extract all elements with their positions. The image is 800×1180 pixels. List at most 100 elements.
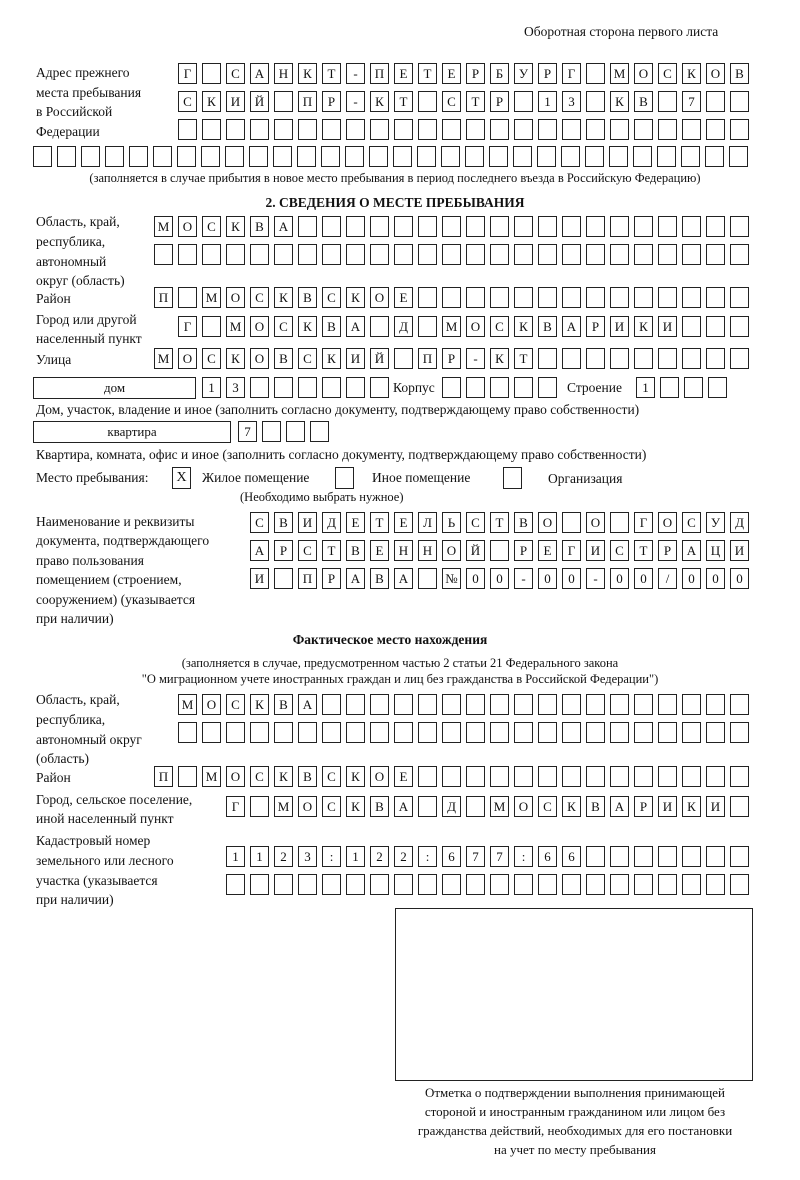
char-cell[interactable]: И bbox=[586, 540, 605, 561]
char-cell[interactable] bbox=[490, 874, 509, 895]
char-cell[interactable] bbox=[202, 316, 221, 337]
char-cell[interactable]: В bbox=[298, 766, 317, 787]
char-cell[interactable]: В bbox=[634, 91, 653, 112]
char-cell[interactable] bbox=[442, 244, 461, 265]
char-cell[interactable] bbox=[682, 722, 701, 743]
char-cell[interactable] bbox=[153, 146, 172, 167]
char-cell[interactable]: К bbox=[514, 316, 533, 337]
char-cell[interactable] bbox=[658, 846, 677, 867]
char-cell[interactable]: П bbox=[154, 766, 173, 787]
char-cell[interactable] bbox=[250, 796, 269, 817]
char-cell[interactable]: Р bbox=[466, 63, 485, 84]
char-cell[interactable] bbox=[442, 874, 461, 895]
char-cell[interactable] bbox=[610, 244, 629, 265]
char-cell[interactable]: А bbox=[394, 568, 413, 589]
char-cell[interactable] bbox=[321, 146, 340, 167]
char-cell[interactable] bbox=[706, 287, 725, 308]
char-cell[interactable] bbox=[322, 722, 341, 743]
char-cell[interactable] bbox=[33, 146, 52, 167]
char-cell[interactable] bbox=[514, 766, 533, 787]
char-cell[interactable] bbox=[178, 119, 197, 140]
char-cell[interactable]: В bbox=[730, 63, 749, 84]
char-cell[interactable] bbox=[274, 91, 293, 112]
char-cell[interactable]: Ь bbox=[442, 512, 461, 533]
char-cell[interactable] bbox=[634, 874, 653, 895]
char-cell[interactable]: И bbox=[658, 796, 677, 817]
char-cell[interactable]: О bbox=[178, 348, 197, 369]
char-cell[interactable]: К bbox=[274, 287, 293, 308]
char-cell[interactable] bbox=[730, 244, 749, 265]
char-cell[interactable] bbox=[393, 146, 412, 167]
char-cell[interactable] bbox=[370, 216, 389, 237]
char-cell[interactable]: И bbox=[658, 316, 677, 337]
char-cell[interactable] bbox=[418, 244, 437, 265]
char-cell[interactable]: 0 bbox=[610, 568, 629, 589]
char-cell[interactable] bbox=[466, 287, 485, 308]
char-cell[interactable]: - bbox=[346, 91, 365, 112]
char-cell[interactable] bbox=[274, 722, 293, 743]
char-cell[interactable] bbox=[490, 694, 509, 715]
char-cell[interactable] bbox=[682, 119, 701, 140]
char-cell[interactable] bbox=[586, 244, 605, 265]
char-cell[interactable]: 2 bbox=[394, 846, 413, 867]
char-cell[interactable]: К bbox=[346, 796, 365, 817]
char-cell[interactable]: Т bbox=[514, 348, 533, 369]
char-cell[interactable] bbox=[562, 244, 581, 265]
char-cell[interactable] bbox=[418, 568, 437, 589]
char-cell[interactable]: М bbox=[154, 348, 173, 369]
char-cell[interactable] bbox=[586, 722, 605, 743]
char-cell[interactable] bbox=[346, 722, 365, 743]
char-cell[interactable] bbox=[370, 244, 389, 265]
char-cell[interactable] bbox=[417, 146, 436, 167]
char-cell[interactable]: 3 bbox=[562, 91, 581, 112]
char-cell[interactable] bbox=[730, 722, 749, 743]
char-cell[interactable] bbox=[274, 874, 293, 895]
char-cell[interactable]: 0 bbox=[466, 568, 485, 589]
char-cell[interactable] bbox=[706, 348, 725, 369]
char-cell[interactable]: С bbox=[202, 216, 221, 237]
char-cell[interactable] bbox=[610, 119, 629, 140]
char-cell[interactable] bbox=[706, 766, 725, 787]
char-cell[interactable] bbox=[658, 766, 677, 787]
char-cell[interactable] bbox=[418, 766, 437, 787]
char-cell[interactable]: В bbox=[370, 796, 389, 817]
char-cell[interactable]: 1 bbox=[538, 91, 557, 112]
char-cell[interactable]: В bbox=[250, 216, 269, 237]
char-cell[interactable] bbox=[730, 766, 749, 787]
char-cell[interactable]: С bbox=[250, 512, 269, 533]
char-cell[interactable] bbox=[708, 377, 727, 398]
char-cell[interactable]: О bbox=[658, 512, 677, 533]
char-cell[interactable] bbox=[682, 766, 701, 787]
char-cell[interactable]: С bbox=[250, 766, 269, 787]
char-cell[interactable] bbox=[586, 348, 605, 369]
char-cell[interactable] bbox=[586, 694, 605, 715]
char-cell[interactable] bbox=[706, 722, 725, 743]
char-cell[interactable] bbox=[178, 244, 197, 265]
char-cell[interactable] bbox=[286, 421, 305, 442]
char-cell[interactable]: 1 bbox=[202, 377, 221, 398]
char-cell[interactable] bbox=[442, 694, 461, 715]
char-cell[interactable] bbox=[418, 874, 437, 895]
char-cell[interactable]: К bbox=[346, 287, 365, 308]
char-cell[interactable]: Т bbox=[394, 91, 413, 112]
char-cell[interactable]: К bbox=[682, 63, 701, 84]
char-cell[interactable] bbox=[346, 216, 365, 237]
char-cell[interactable] bbox=[202, 119, 221, 140]
char-cell[interactable] bbox=[730, 216, 749, 237]
char-cell[interactable] bbox=[250, 244, 269, 265]
char-cell[interactable]: У bbox=[706, 512, 725, 533]
char-cell[interactable]: С bbox=[178, 91, 197, 112]
char-cell[interactable] bbox=[609, 146, 628, 167]
char-cell[interactable] bbox=[684, 377, 703, 398]
char-cell[interactable] bbox=[633, 146, 652, 167]
char-cell[interactable] bbox=[490, 540, 509, 561]
char-cell[interactable]: Р bbox=[538, 63, 557, 84]
char-cell[interactable] bbox=[418, 694, 437, 715]
char-cell[interactable]: Н bbox=[394, 540, 413, 561]
char-cell[interactable]: М bbox=[610, 63, 629, 84]
char-cell[interactable]: И bbox=[706, 796, 725, 817]
char-cell[interactable] bbox=[682, 216, 701, 237]
char-cell[interactable] bbox=[586, 874, 605, 895]
char-cell[interactable]: Д bbox=[322, 512, 341, 533]
char-cell[interactable]: Р bbox=[322, 91, 341, 112]
